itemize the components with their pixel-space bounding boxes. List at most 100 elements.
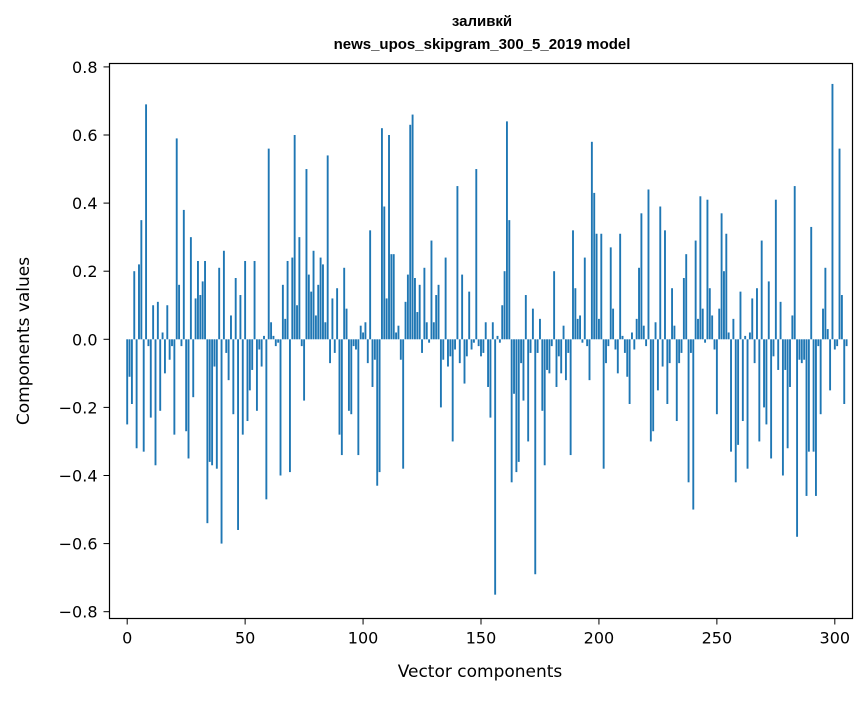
- bar-150: [480, 339, 482, 357]
- bar-151: [482, 339, 485, 353]
- bar-238: [687, 339, 690, 483]
- bar-208: [616, 339, 619, 374]
- bar-149: [477, 339, 480, 347]
- bar-84: [324, 322, 327, 340]
- bar-44: [230, 315, 232, 340]
- bar-79: [312, 250, 315, 340]
- bar-288: [805, 339, 808, 496]
- bar-70: [291, 257, 294, 340]
- bar-103: [369, 230, 372, 340]
- y-tick-label-5: 0.2: [72, 262, 97, 281]
- bar-226: [659, 206, 662, 340]
- bar-246: [706, 199, 709, 340]
- bar-277: [779, 301, 782, 340]
- x-tick-label-1: 50: [235, 629, 255, 648]
- bar-50: [244, 260, 247, 340]
- bar-9: [147, 339, 150, 347]
- bar-202: [602, 339, 605, 469]
- bar-47: [237, 339, 239, 530]
- bar-200: [597, 318, 600, 340]
- bar-104: [371, 339, 374, 387]
- bar-264: [748, 332, 751, 340]
- y-tick-label-7: 0.6: [72, 126, 97, 145]
- bar-29: [194, 298, 197, 340]
- bar-125: [421, 339, 423, 353]
- bar-67: [284, 318, 287, 340]
- bar-240: [692, 339, 695, 510]
- bar-133: [439, 339, 442, 408]
- bar-170: [527, 339, 530, 442]
- bar-203: [605, 339, 607, 364]
- bar-43: [227, 339, 230, 381]
- bar-180: [550, 339, 553, 347]
- bar-74: [300, 339, 303, 347]
- bar-272: [767, 281, 770, 340]
- bar-291: [812, 339, 815, 452]
- bar-293: [817, 339, 820, 347]
- bar-61: [270, 322, 273, 340]
- bar-192: [579, 315, 582, 340]
- bar-37: [213, 339, 216, 367]
- bar-257: [732, 318, 735, 340]
- bar-69: [289, 339, 291, 473]
- bar-129: [430, 240, 433, 340]
- bar-194: [583, 257, 586, 340]
- bar-160: [503, 271, 506, 340]
- bar-289: [807, 339, 810, 452]
- bar-305: [845, 339, 848, 347]
- bar-2: [130, 339, 133, 404]
- bar-40: [220, 339, 223, 544]
- bar-48: [239, 295, 242, 340]
- bar-211: [623, 339, 626, 353]
- bar-132: [437, 284, 440, 340]
- bar-109: [383, 206, 386, 340]
- bar-196: [588, 339, 591, 381]
- bar-68: [286, 260, 289, 340]
- bar-113: [392, 254, 395, 340]
- bar-304: [843, 339, 846, 404]
- bar-243: [699, 196, 702, 340]
- bar-25: [185, 339, 188, 432]
- bar-213: [628, 339, 631, 404]
- bar-175: [539, 318, 541, 340]
- bar-108: [380, 128, 383, 340]
- bar-33: [204, 260, 206, 340]
- bar-122: [414, 278, 416, 340]
- chart-title: заливкй: [452, 13, 512, 30]
- bar-262: [744, 335, 747, 340]
- bar-159: [501, 305, 504, 340]
- plot-frame: [108, 62, 854, 620]
- bar-235: [680, 339, 683, 353]
- bar-204: [607, 339, 610, 347]
- bar-169: [524, 295, 527, 340]
- bar-55: [255, 339, 258, 411]
- bar-268: [758, 339, 761, 442]
- bar-146: [470, 339, 473, 350]
- bars-layer: [126, 83, 848, 595]
- y-tick-label-4: 0.0: [72, 330, 97, 349]
- bar-92: [343, 267, 346, 340]
- bar-95: [350, 339, 353, 415]
- bar-99: [359, 325, 362, 340]
- bar-49: [241, 339, 244, 435]
- bar-249: [713, 339, 716, 350]
- y-tick-label-0: −0.8: [59, 603, 98, 622]
- bar-267: [756, 288, 758, 340]
- bar-167: [520, 339, 523, 364]
- bar-232: [673, 325, 676, 340]
- bar-17: [166, 305, 169, 340]
- bar-195: [586, 339, 589, 347]
- bar-96: [352, 339, 355, 347]
- bar-279: [784, 339, 787, 370]
- bar-239: [689, 339, 692, 353]
- bar-36: [211, 339, 214, 466]
- bar-221: [647, 189, 650, 340]
- bar-88: [333, 339, 336, 353]
- bar-297: [826, 329, 829, 340]
- bar-64: [277, 339, 280, 343]
- y-tick-label-1: −0.6: [59, 535, 98, 554]
- bar-32: [201, 281, 204, 340]
- x-tick-label-3: 150: [466, 629, 497, 648]
